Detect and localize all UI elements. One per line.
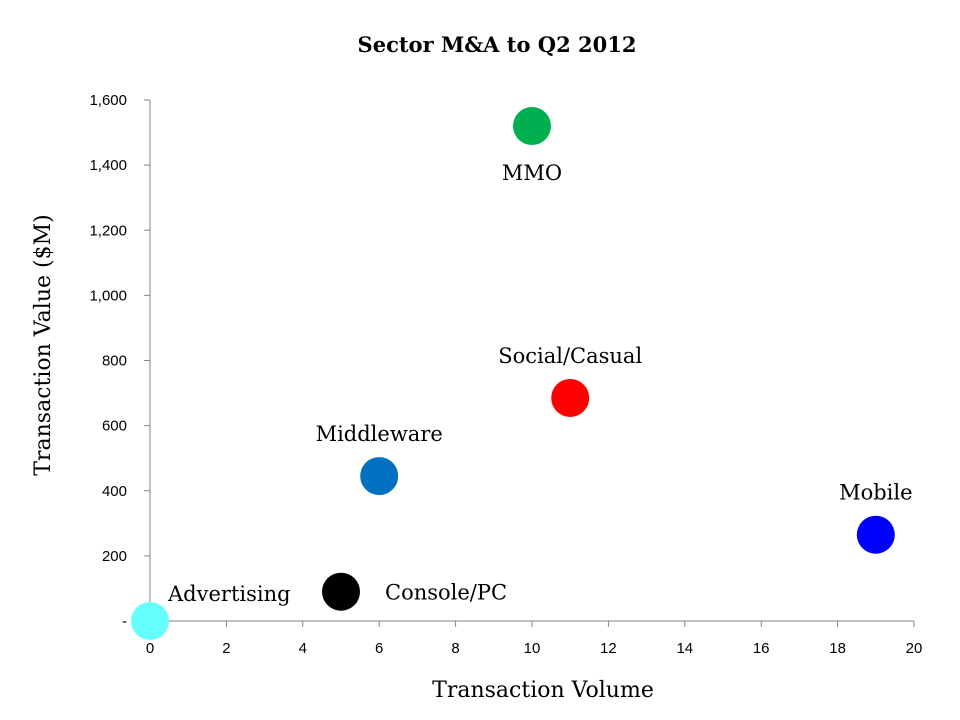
data-point-label: Middleware bbox=[316, 422, 443, 446]
data-point bbox=[322, 572, 360, 611]
x-tick-label: 12 bbox=[600, 640, 617, 657]
y-tick-label: 200 bbox=[102, 548, 127, 565]
x-tick-label: 10 bbox=[524, 640, 541, 657]
data-point-label: Advertising bbox=[167, 582, 291, 606]
data-point bbox=[513, 107, 551, 146]
x-axis-ticks: 0 2 4 6 8 10 12 14 16 18 20 bbox=[146, 621, 923, 657]
y-tick-label: 1,200 bbox=[89, 222, 127, 239]
y-axis-ticks: - 200 400 600 800 1,000 1,200 1,400 1,600 bbox=[89, 92, 150, 630]
data-point-label: MMO bbox=[502, 161, 562, 185]
data-point-label: Console/PC bbox=[385, 581, 507, 605]
x-tick-label: 6 bbox=[375, 640, 383, 657]
data-point-label: Social/Casual bbox=[498, 344, 642, 368]
y-tick-label: 600 bbox=[102, 418, 127, 435]
y-tick-label: 1,400 bbox=[89, 157, 127, 174]
data-point-labels: Advertising Console/PC Middleware MMO Social… bbox=[167, 161, 913, 606]
x-tick-label: 16 bbox=[753, 640, 770, 657]
x-tick-label: 8 bbox=[451, 640, 459, 657]
x-tick-label: 2 bbox=[222, 640, 230, 657]
y-tick-label: 1,000 bbox=[89, 287, 127, 304]
data-points bbox=[131, 107, 895, 640]
y-tick-label: 400 bbox=[102, 483, 127, 500]
y-tick-label: 800 bbox=[102, 353, 127, 370]
x-axis-title: Transaction Volume bbox=[432, 678, 654, 703]
x-tick-label: 20 bbox=[906, 640, 923, 657]
y-tick-label: - bbox=[122, 613, 127, 630]
data-point-label: Mobile bbox=[839, 481, 912, 505]
data-point bbox=[131, 602, 169, 640]
x-tick-label: 14 bbox=[676, 640, 693, 657]
x-tick-label: 18 bbox=[829, 640, 846, 657]
y-axis-title: Transaction Value ($M) bbox=[31, 214, 56, 475]
chart-title: Sector M&A to Q2 2012 bbox=[358, 32, 637, 57]
y-tick-label: 1,600 bbox=[89, 92, 127, 109]
data-point bbox=[551, 378, 590, 417]
x-tick-label: 0 bbox=[146, 640, 154, 657]
data-point bbox=[856, 515, 895, 554]
x-tick-label: 4 bbox=[299, 640, 307, 657]
data-point bbox=[360, 457, 399, 496]
